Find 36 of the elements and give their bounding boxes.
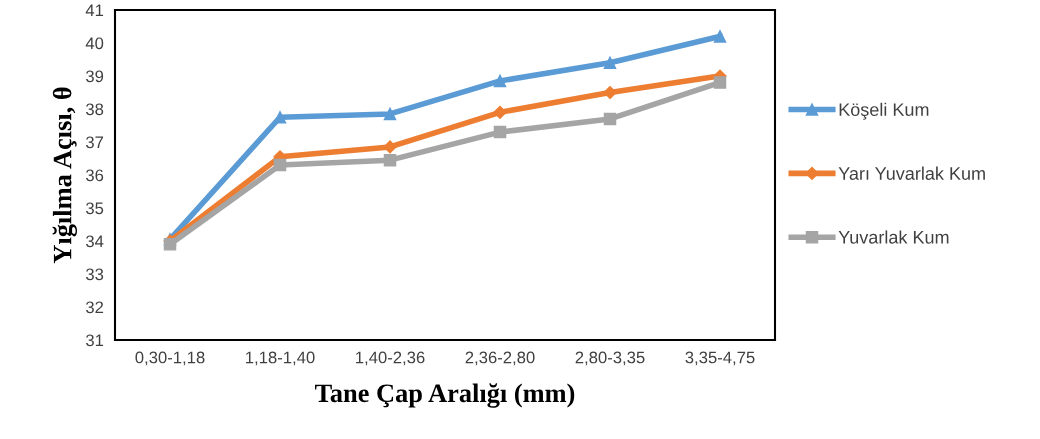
y-tick-label: 35 [85, 202, 104, 215]
legend-label: Köşeli Kum [839, 102, 929, 120]
point [713, 30, 727, 43]
point [163, 238, 177, 251]
point [383, 153, 397, 167]
y-tick-label: 37 [85, 136, 104, 149]
legend-label: Yuvarlak Kum [838, 230, 949, 244]
y-tick-label: 39 [85, 70, 104, 83]
legend-label: Yarı Yuvarlak Kum [838, 166, 985, 180]
y-tick-label: 32 [85, 301, 104, 314]
x-tick-label: 1,40-2,36 [356, 351, 425, 366]
x-tick-label: 0,30-1,18 [135, 351, 205, 366]
y-tick-label: 38 [85, 103, 104, 116]
point [603, 112, 617, 126]
point [493, 105, 507, 119]
x-tick-label: 3,35-4,75 [685, 351, 755, 366]
y-tick-label: 36 [85, 169, 104, 182]
point [493, 74, 507, 88]
y-tick-label: 33 [85, 268, 104, 281]
point [603, 56, 617, 70]
x-tick-label: 1,18-1,40 [246, 351, 315, 366]
x-tick-label: 2,80-3,35 [575, 351, 645, 366]
point [493, 125, 507, 139]
x-tick-label: 2,36-2,80 [465, 351, 535, 366]
point [603, 85, 617, 100]
point [713, 76, 727, 89]
y-tick-label: 40 [85, 37, 104, 50]
y-axis-title: Yığılma Açısı, θ [52, 87, 78, 264]
point [273, 110, 287, 124]
point [273, 158, 287, 172]
point [383, 140, 397, 154]
point [383, 107, 397, 121]
y-tick-label: 41 [85, 4, 104, 17]
x-axis-title: Tane Çap Aralığı (mm) [315, 383, 575, 408]
y-tick-label: 31 [85, 334, 104, 347]
y-tick-label: 34 [85, 235, 104, 248]
